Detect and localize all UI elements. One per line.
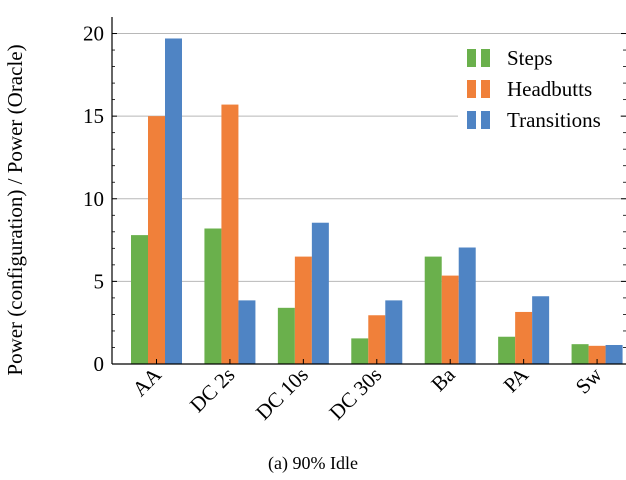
bar-steps-dc-2s xyxy=(204,228,222,364)
bar-transitions-dc-2s xyxy=(238,300,256,364)
y-tick-label: 10 xyxy=(83,187,104,211)
bar-headbutts-dc-10s xyxy=(294,256,312,364)
bars xyxy=(131,38,623,365)
x-tick-label: DC 30s xyxy=(324,363,386,425)
bar-steps-sw xyxy=(571,344,589,364)
y-axis-label: Power (configuration) / Power (Oracle) xyxy=(3,44,27,375)
x-tick-label: DC 2s xyxy=(185,363,240,418)
bar-transitions-pa xyxy=(532,296,550,364)
y-tick-label: 5 xyxy=(94,269,105,293)
y-axis-ticks: 0 5 10 15 20 xyxy=(83,22,626,376)
bar-transitions-sw xyxy=(605,344,623,364)
legend-swatch-steps xyxy=(481,49,490,67)
bar-steps-dc-10s xyxy=(277,307,295,364)
legend-swatch-steps xyxy=(467,49,476,67)
grid-lines xyxy=(112,33,626,282)
legend-label-transitions: Transitions xyxy=(507,108,601,132)
y-tick-label: 0 xyxy=(94,352,105,376)
figure-caption: (a) 90% Idle xyxy=(268,453,358,474)
x-tick-label: Ba xyxy=(426,362,460,396)
x-tick-label: Sw xyxy=(571,362,608,399)
bar-headbutts-dc-30s xyxy=(368,315,386,364)
legend-label-headbutts: Headbutts xyxy=(507,77,592,101)
bar-steps-pa xyxy=(498,336,516,364)
x-tick-label: AA xyxy=(128,362,167,401)
bar-transitions-dc-30s xyxy=(385,300,403,364)
legend-label-steps: Steps xyxy=(507,46,553,70)
bar-headbutts-aa xyxy=(148,116,165,365)
x-tick-label: DC 10s xyxy=(251,363,313,425)
bar-steps-dc-30s xyxy=(351,338,369,364)
bar-headbutts-pa xyxy=(515,311,533,364)
y-tick-label: 15 xyxy=(83,104,104,128)
bar-steps-ba xyxy=(424,256,442,364)
bar-headbutts-sw xyxy=(588,345,606,364)
legend-swatch-headbutts xyxy=(467,80,476,98)
bar-headbutts-ba xyxy=(441,275,459,364)
bar-steps-aa xyxy=(131,235,148,364)
plot-frame xyxy=(111,17,626,365)
bar-transitions-dc-10s xyxy=(311,222,329,364)
y-tick-label: 20 xyxy=(83,22,104,46)
x-axis-ticks: AA DC 2s DC 10s DC 30s Ba PA Sw xyxy=(128,359,608,425)
legend: Steps Headbutts Transitions xyxy=(458,38,620,147)
legend-swatch-transitions xyxy=(481,111,490,129)
legend-swatch-headbutts xyxy=(481,80,490,98)
x-tick-label: PA xyxy=(499,362,534,397)
legend-swatch-transitions xyxy=(467,111,476,129)
bar-headbutts-dc-2s xyxy=(221,104,239,365)
bar-transitions-aa xyxy=(165,38,182,364)
bar-transitions-ba xyxy=(458,247,476,364)
